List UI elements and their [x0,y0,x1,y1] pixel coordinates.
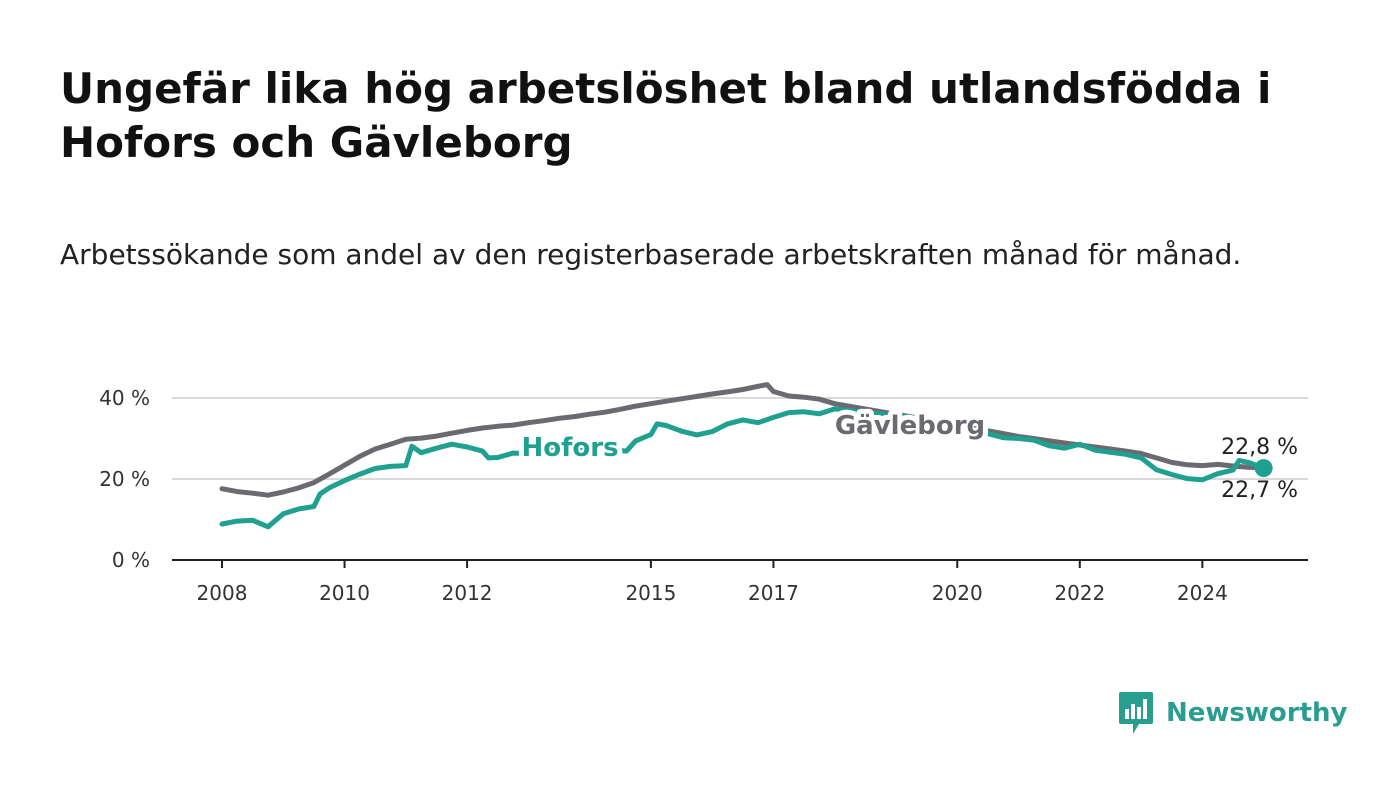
x-tick-label: 2017 [748,581,799,605]
series-lines [219,382,1267,530]
newsworthy-logo: Newsworthy [1118,690,1347,736]
series-line-gävleborg [219,382,1267,498]
series-label-hofors: Hofors [521,433,618,463]
end-value-label-hofors: 22,7 % [1221,478,1298,503]
newsworthy-chart-icon [1119,692,1153,734]
x-tick-label: 2008 [197,581,248,605]
x-tick-label: 2012 [442,581,493,605]
series-labels: Hofors Gävleborg 22,8 % 22,7 % [516,406,1298,503]
x-tick-label: 2022 [1054,581,1105,605]
y-tick-label: 40 % [99,386,150,410]
y-tick-label: 0 % [112,548,150,572]
end-point-marker [1254,459,1273,478]
brand-name: Newsworthy [1166,698,1348,728]
y-tick-label: 20 % [99,467,150,491]
end-value-label-gavleborg: 22,8 % [1221,435,1298,460]
x-tick-label: 2015 [625,581,676,605]
gridlines [172,397,1308,480]
axes: 0 % 20 % 40 % 2008 2010 2012 2015 2017 2020 2022 2… [99,386,1308,605]
x-tick-label: 2020 [932,581,983,605]
x-tick-label: 2024 [1177,581,1228,605]
chart-title: Ungefär lika hög arbetslöshet bland utla… [60,64,1272,167]
x-tick-label: 2010 [319,581,370,605]
chart-subtitle: Arbetssökande som andel av den registerb… [60,238,1242,271]
series-line-hofors [219,406,1267,530]
series-label-gävleborg: Gävleborg [835,411,985,441]
line-chart: 0 % 20 % 40 % 2008 2010 2012 2015 2017 2020 2022 2… [99,382,1308,605]
